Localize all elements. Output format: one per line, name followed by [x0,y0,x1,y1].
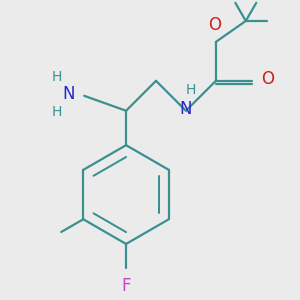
Text: H: H [52,105,62,119]
Text: O: O [261,70,274,88]
Text: N: N [63,85,75,103]
Text: H: H [185,83,196,97]
Text: N: N [180,100,192,118]
Text: O: O [208,16,221,34]
Text: F: F [121,277,131,295]
Text: H: H [52,70,62,84]
